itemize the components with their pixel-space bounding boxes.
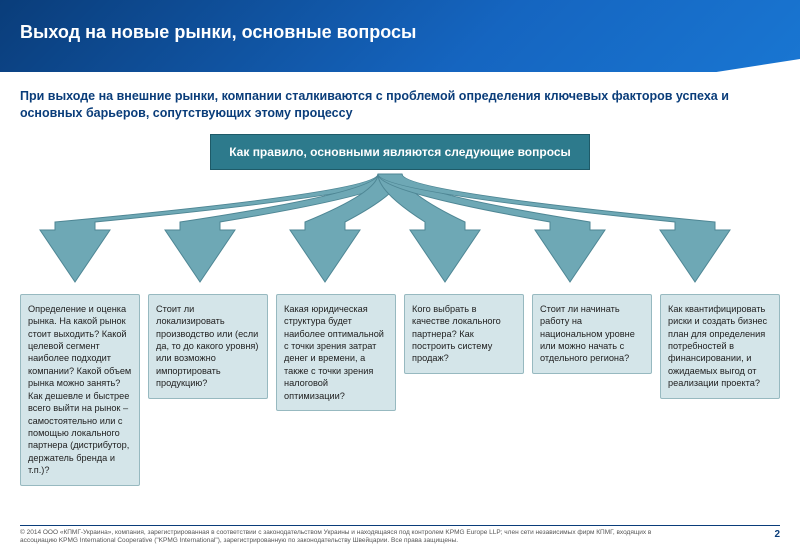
question-box: Кого выбрать в качестве локального партн… — [404, 294, 524, 374]
copyright-text: © 2014 ООО «КПМГ-Украина», компания, зар… — [20, 529, 660, 545]
footer: © 2014 ООО «КПМГ-Украина», компания, зар… — [20, 525, 780, 545]
intro-text: При выходе на внешние рынки, компании ст… — [0, 72, 800, 128]
question-box: Стоит ли локализировать производство или… — [148, 294, 268, 399]
page-number: 2 — [774, 529, 780, 540]
questions-row: Определение и оценка рынка. На какой рын… — [0, 294, 800, 486]
question-box: Как квантифицировать риски и создать биз… — [660, 294, 780, 399]
center-question-box: Как правило, основными являются следующи… — [210, 134, 590, 170]
arrows-row — [0, 172, 800, 290]
question-box: Какая юридическая структура будет наибол… — [276, 294, 396, 411]
flow-arrow — [360, 172, 742, 288]
question-box: Стоит ли начинать работу на национальном… — [532, 294, 652, 374]
slide-title: Выход на новые рынки, основные вопросы — [20, 22, 780, 43]
center-box-wrap: Как правило, основными являются следующи… — [0, 134, 800, 170]
question-box: Определение и оценка рынка. На какой рын… — [20, 294, 140, 486]
slide-header: Выход на новые рынки, основные вопросы — [0, 0, 800, 72]
